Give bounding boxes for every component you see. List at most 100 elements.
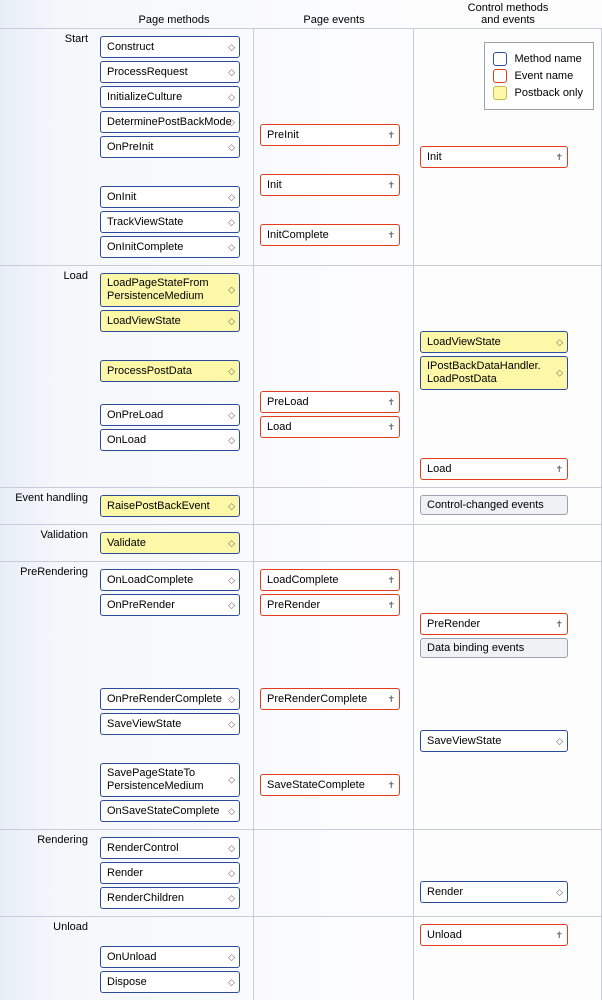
method-onload: OnLoad◇ — [100, 429, 240, 451]
section-label: PreRendering — [0, 562, 94, 829]
section-unload: UnloadOnUnload◇Dispose◇ Unload✝ — [0, 916, 602, 1000]
page-methods-col: RenderControl◇Render◇RenderChildren◇ — [94, 830, 254, 916]
method-processpostdata: ProcessPostData◇ — [100, 360, 240, 382]
diamond-icon: ◇ — [228, 364, 235, 378]
diamond-icon: ◇ — [228, 314, 235, 328]
method-determinepostbackmode: DeterminePostBackMode◇ — [100, 111, 240, 133]
diamond-icon: ◇ — [228, 140, 235, 154]
diamond-icon: ◇ — [228, 717, 235, 731]
section-label: Validation — [0, 525, 94, 561]
event-prerender: PreRender✝ — [420, 613, 568, 635]
event-preinit: PreInit✝ — [260, 124, 400, 146]
diamond-icon: ◇ — [228, 536, 235, 550]
event-savestatecomplete: SaveStateComplete✝ — [260, 774, 400, 796]
event-init: Init✝ — [420, 146, 568, 168]
method-initializeculture: InitializeCulture◇ — [100, 86, 240, 108]
method-construct: Construct◇ — [100, 36, 240, 58]
diamond-icon: ◇ — [228, 433, 235, 447]
method-processrequest: ProcessRequest◇ — [100, 61, 240, 83]
method-onloadcomplete: OnLoadComplete◇ — [100, 569, 240, 591]
method-oninitcomplete: OnInitComplete◇ — [100, 236, 240, 258]
diamond-icon: ◇ — [228, 284, 235, 297]
legend-swatch-event — [493, 69, 507, 83]
diamond-icon: ◇ — [228, 804, 235, 818]
section-label: Load — [0, 266, 94, 487]
col-header-page-methods: Page methods — [94, 14, 254, 28]
control-col: PreRender✝Data binding eventsSaveViewSta… — [414, 562, 602, 829]
page-methods-col: LoadPageStateFrom PersistenceMedium◇Load… — [94, 266, 254, 487]
method-renderchildren: RenderChildren◇ — [100, 887, 240, 909]
event-init: Init✝ — [260, 174, 400, 196]
section-rendering: RenderingRenderControl◇Render◇RenderChil… — [0, 829, 602, 916]
method-onprerender: OnPreRender◇ — [100, 594, 240, 616]
diamond-icon: ◇ — [228, 573, 235, 587]
method-savepagestateto-persistencemedium: SavePageStateTo PersistenceMedium◇ — [100, 763, 240, 797]
diamond-icon: ◇ — [228, 774, 235, 787]
diamond-icon: ◇ — [556, 367, 563, 380]
cross-icon: ✝ — [387, 228, 395, 242]
method-render: Render◇ — [420, 881, 568, 903]
method-loadviewstate: LoadViewState◇ — [100, 310, 240, 332]
page-events-col: LoadComplete✝ PreRender✝ PreRenderComplete… — [254, 562, 414, 829]
section-label: Unload — [0, 917, 94, 1000]
method-trackviewstate: TrackViewState◇ — [100, 211, 240, 233]
event-unload: Unload✝ — [420, 924, 568, 946]
page-events-col — [254, 525, 414, 561]
diamond-icon: ◇ — [556, 335, 563, 349]
event-load: Load✝ — [260, 416, 400, 438]
diamond-icon: ◇ — [556, 734, 563, 748]
diamond-icon: ◇ — [228, 40, 235, 54]
method-data-binding-events: Data binding events — [420, 638, 568, 658]
cross-icon: ✝ — [555, 617, 563, 631]
method-rendercontrol: RenderControl◇ — [100, 837, 240, 859]
method-onsavestatecomplete: OnSaveStateComplete◇ — [100, 800, 240, 822]
section-label: Rendering — [0, 830, 94, 916]
section-validation: Validation Validate◇ — [0, 524, 602, 561]
control-col: Render◇ — [414, 830, 602, 916]
diamond-icon: ◇ — [228, 891, 235, 905]
legend-swatch-method — [493, 52, 507, 66]
page-methods-col: Construct◇ ProcessRequest◇ InitializeCultu… — [94, 29, 254, 265]
cross-icon: ✝ — [387, 178, 395, 192]
legend-label-event: Event name — [515, 70, 574, 82]
page-events-col — [254, 917, 414, 1000]
col-header-page-events: Page events — [254, 14, 414, 28]
diamond-icon: ◇ — [228, 499, 235, 513]
lifecycle-grid: Page methods Page events Control methods… — [0, 0, 602, 1000]
page-events-col: PreInit✝Init✝InitComplete✝ — [254, 29, 414, 265]
legend-label-method: Method name — [515, 53, 582, 65]
cross-icon: ✝ — [555, 462, 563, 476]
method-onpreload: OnPreLoad◇ — [100, 404, 240, 426]
cross-icon: ✝ — [387, 573, 395, 587]
cross-icon: ✝ — [555, 928, 563, 942]
page-events-col — [254, 830, 414, 916]
section-load: LoadLoadPageStateFrom PersistenceMedium◇… — [0, 265, 602, 487]
method-oninit: OnInit◇ — [100, 186, 240, 208]
legend: Method name Event name Postback only — [484, 42, 594, 110]
method-onunload: OnUnload◇ — [100, 946, 240, 968]
method-ipostbackdatahandler-loadpostdata: IPostBackDataHandler. LoadPostData◇ — [420, 356, 568, 390]
diamond-icon: ◇ — [228, 692, 235, 706]
method-validate: Validate◇ — [100, 532, 240, 554]
event-prerendercomplete: PreRenderComplete✝ — [260, 688, 400, 710]
control-col: Unload✝ — [414, 917, 602, 1000]
section-label: Event handling — [0, 488, 94, 524]
diamond-icon: ◇ — [228, 866, 235, 880]
diamond-icon: ◇ — [556, 885, 563, 899]
section-prerendering: PreRendering OnLoadComplete◇ OnPreRender◇ O… — [0, 561, 602, 829]
page-methods-col: OnLoadComplete◇OnPreRender◇OnPreRenderCo… — [94, 562, 254, 829]
event-prerender: PreRender✝ — [260, 594, 400, 616]
diamond-icon: ◇ — [228, 408, 235, 422]
event-preload: PreLoad✝ — [260, 391, 400, 413]
page-events-col: PreLoad✝ Load✝ — [254, 266, 414, 487]
section-label: Start — [0, 29, 94, 265]
event-loadcomplete: LoadComplete✝ — [260, 569, 400, 591]
section-event-handling: Event handlingRaisePostBackEvent◇Control… — [0, 487, 602, 524]
page-methods-col: OnUnload◇Dispose◇ — [94, 917, 254, 1000]
method-loadviewstate: LoadViewState◇ — [420, 331, 568, 353]
control-col: LoadViewState◇ IPostBackDataHandler. Load… — [414, 266, 602, 487]
method-control-changed-events: Control-changed events — [420, 495, 568, 515]
legend-label-postback: Postback only — [515, 87, 583, 99]
cross-icon: ✝ — [387, 598, 395, 612]
control-col: Control-changed events — [414, 488, 602, 524]
